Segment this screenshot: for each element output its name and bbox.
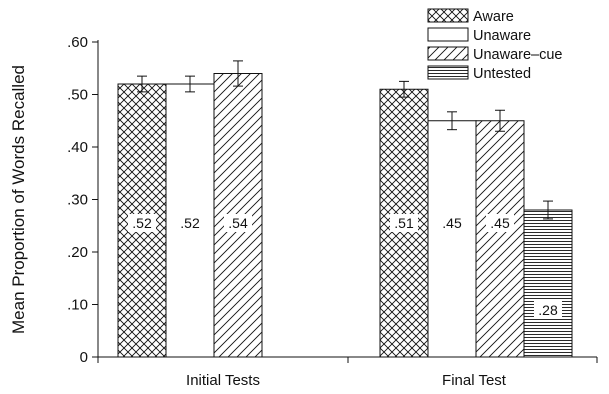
value-label-bg	[390, 214, 418, 232]
bar-unaware-final-test	[427, 120, 477, 358]
legend-label: Untested	[473, 66, 531, 82]
legend-item-unaware: Unaware	[427, 27, 531, 44]
value-label-bg	[534, 301, 562, 319]
value-label-bg	[438, 214, 466, 232]
legend-swatch	[427, 65, 469, 80]
value-label: .45	[442, 215, 462, 231]
value-label: .28	[538, 302, 558, 318]
value-label-bg	[224, 214, 252, 232]
legend-swatch	[427, 8, 469, 23]
y-tick-label: .10	[67, 297, 88, 314]
legend-item-untested: Untested	[427, 65, 531, 82]
y-tick-label: .20	[67, 244, 88, 261]
y-tick-label: .40	[67, 139, 88, 156]
y-tick-label: .30	[67, 192, 88, 209]
bar-unaware-cue-final-test	[475, 120, 525, 358]
legend-label: Unaware–cue	[473, 47, 562, 63]
legend-item-aware: Aware	[427, 8, 514, 25]
value-label: .52	[180, 215, 200, 231]
legend-label: Unaware	[473, 28, 531, 44]
x-category-label: Final Test	[442, 372, 507, 389]
value-label: .54	[228, 215, 248, 231]
legend-swatch	[427, 27, 469, 42]
bars: .52 .52 .54 .51 .45 .45 .28	[117, 60, 573, 358]
legend-label: Aware	[473, 9, 514, 25]
value-label-bg	[128, 214, 156, 232]
bar-untested-final-test	[523, 209, 573, 358]
value-label: .45	[490, 215, 510, 231]
y-axis-label: Mean Proportion of Words Recalled	[9, 65, 28, 334]
value-label-bg	[176, 214, 204, 232]
value-label: .52	[132, 215, 152, 231]
y-tick-label: 0	[80, 349, 88, 366]
y-tick-label: .60	[67, 34, 88, 51]
x-category-label: Initial Tests	[186, 372, 260, 389]
bar-group-initial-tests: .52 .52 .54	[117, 60, 263, 358]
value-label: .51	[394, 215, 414, 231]
legend-item-unaware-cue: Unaware–cue	[427, 46, 562, 63]
axes: 0 .10 .20 .30 .40 .50 .60 Initial Tests Final Te…	[67, 34, 598, 389]
y-tick-label: .50	[67, 87, 88, 104]
legend-swatch	[427, 46, 469, 61]
legend: Aware Unaware Unaware–cue Untested	[427, 8, 562, 82]
value-label-bg	[486, 214, 514, 232]
bar-group-final-test: .51 .45 .45 .28	[379, 80, 573, 358]
